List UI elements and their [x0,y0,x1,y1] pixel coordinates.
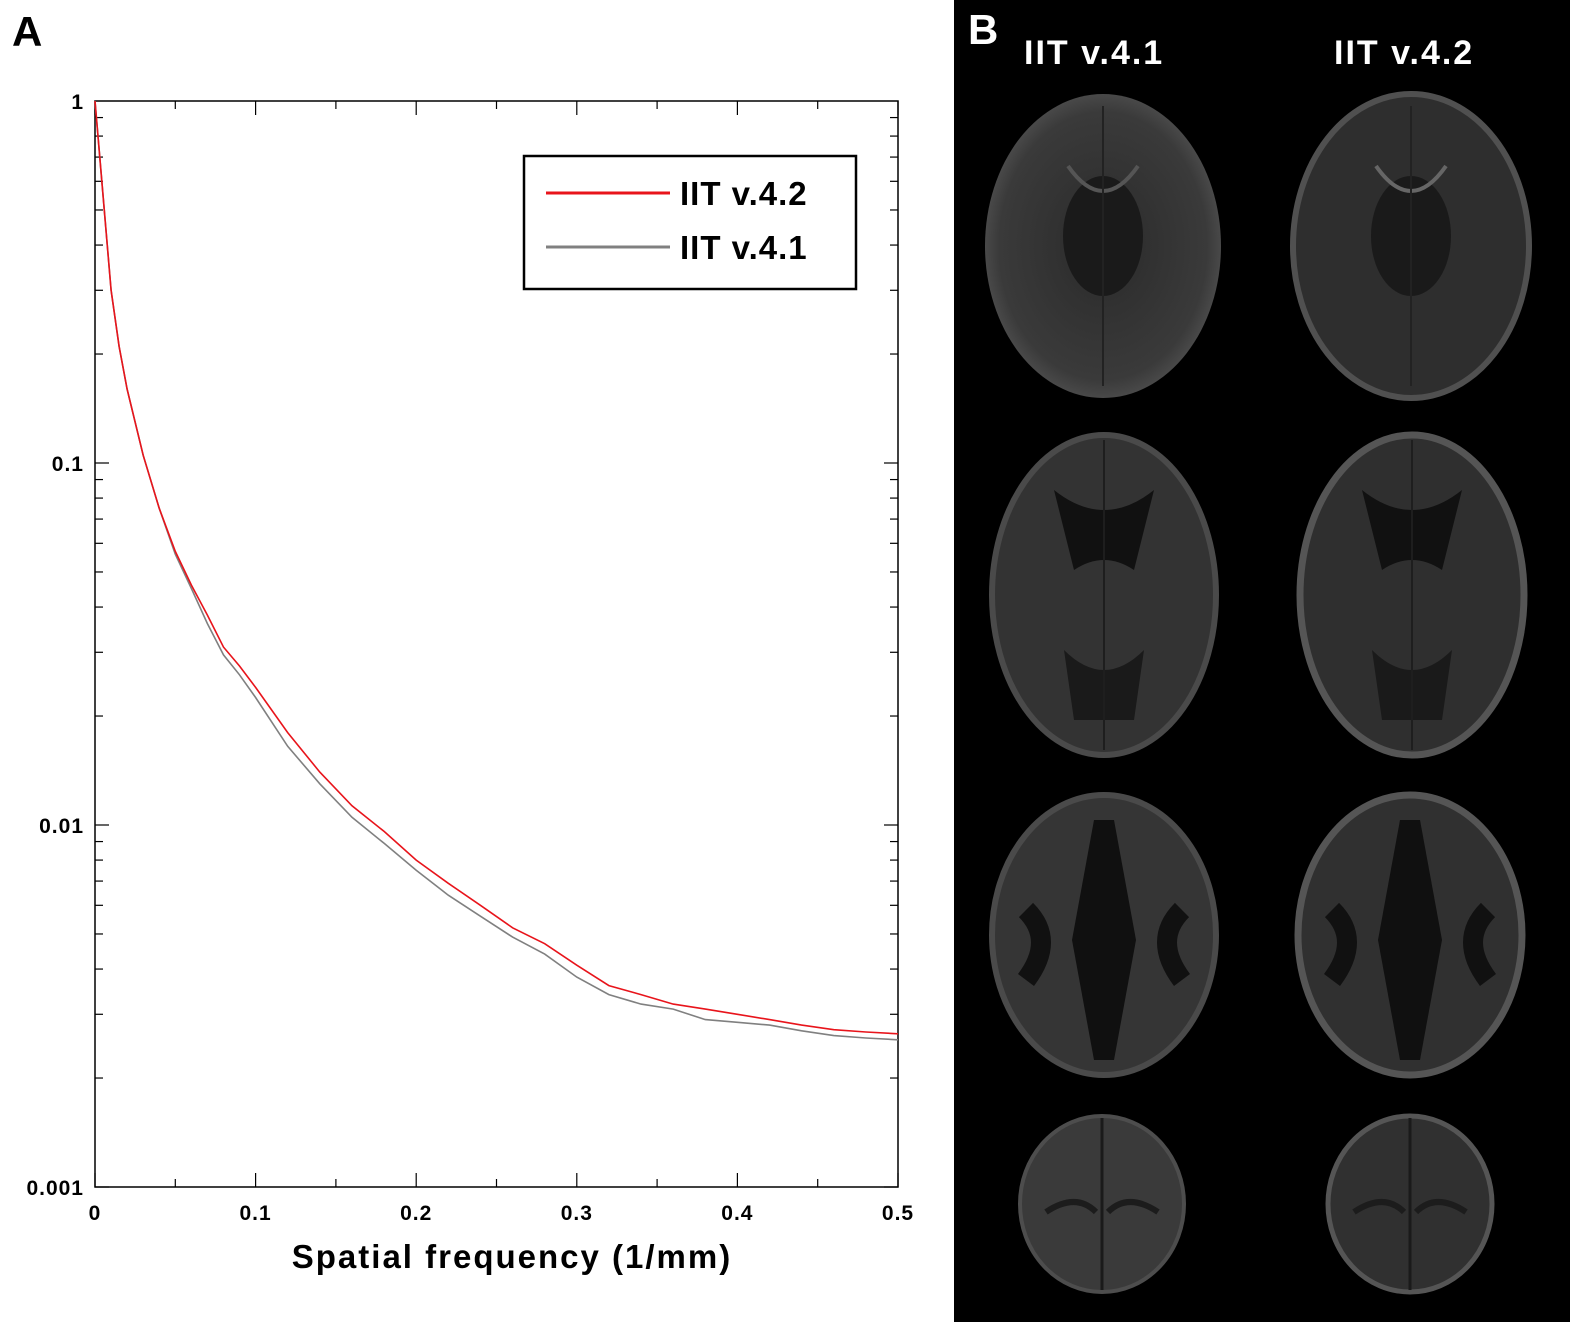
spectrum-chart: 0 0.1 0.2 0.3 0.4 0.5 0.001 0.01 0.1 1 Spatial f… [26,91,914,1275]
panel-a-label: A [12,8,43,55]
legend-label-v42: IIT v.4.2 [680,175,808,212]
brain-slice-v42-vertex [1325,1113,1495,1295]
legend-label-v41: IIT v.4.1 [680,229,808,266]
y-tick-label: 0.1 [52,453,84,476]
x-tick-labels: 0 0.1 0.2 0.3 0.4 0.5 [89,1202,914,1225]
x-axis-label: Spatial frequency (1/mm) [292,1238,732,1275]
brain-slice-v41-ventricles [989,432,1219,758]
x-tick-label: 0.4 [721,1202,753,1225]
brain-slices-panel: B IIT v.4.1 IIT v.4.2 [954,0,1570,1322]
column-title-v42: IIT v.4.2 [1334,34,1475,72]
y-tick-label: 0.01 [39,815,84,838]
legend: IIT v.4.2 IIT v.4.1 [522,154,858,291]
panel-b-label: B [968,6,999,53]
series-lines [94,100,899,1041]
column-title-v41: IIT v.4.1 [1024,34,1165,72]
y-tick-labels: 0.001 0.01 0.1 1 [26,91,84,1200]
brain-slice-v41-vertex [1018,1114,1186,1294]
brain-slice-v41-inferior [985,94,1221,398]
x-tick-label: 0.2 [400,1202,432,1225]
legend-box [522,154,858,291]
x-tick-label: 0.5 [882,1202,914,1225]
x-tick-label: 0.3 [561,1202,593,1225]
brain-slice-v42-ventricles [1296,431,1528,759]
series-line-iit-v-4-2 [94,100,899,1035]
axis-ticks [94,101,899,1188]
brain-slice-v41-superior [989,792,1219,1078]
y-tick-label: 0.001 [26,1177,84,1200]
x-tick-label: 0.1 [239,1202,271,1225]
x-tick-label: 0 [89,1202,102,1225]
brain-slice-v42-inferior [1290,91,1532,401]
y-tick-label: 1 [71,91,84,114]
brain-slice-v42-superior [1294,791,1526,1079]
